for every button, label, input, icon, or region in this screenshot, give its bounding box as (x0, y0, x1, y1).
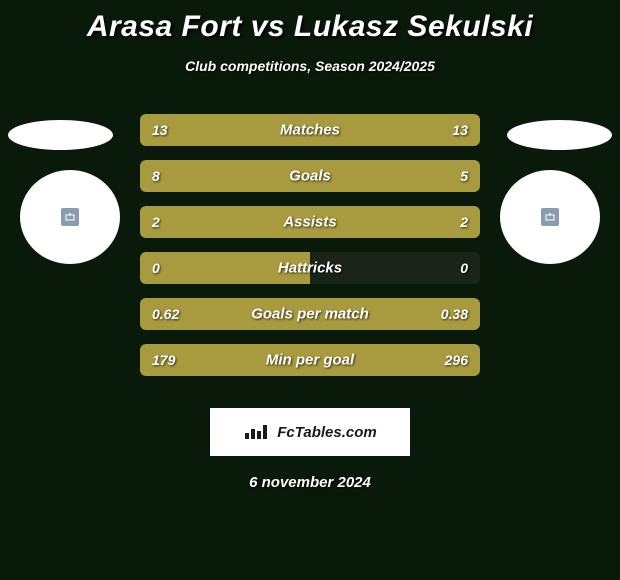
stat-value-left: 8 (152, 168, 160, 184)
placeholder-badge-right (541, 208, 559, 226)
player-left-circle (20, 170, 120, 264)
stat-row: 13 13 Matches (140, 114, 480, 146)
stat-value-left: 0 (152, 260, 160, 276)
stat-bars: 13 13 Matches 8 5 Goals 2 2 Assists 0 0 Hattricks 0.… (140, 114, 480, 390)
stat-label: Hattricks (278, 260, 342, 277)
stat-value-right: 13 (452, 122, 468, 138)
subtitle: Club competitions, Season 2024/2025 (0, 58, 620, 74)
chart-icon (243, 423, 271, 441)
stat-row: 0.62 0.38 Goals per match (140, 298, 480, 330)
placeholder-badge-left (61, 208, 79, 226)
stat-label: Goals (289, 168, 331, 185)
stat-row: 0 0 Hattricks (140, 252, 480, 284)
player-right-oval (507, 120, 612, 150)
stat-value-left: 2 (152, 214, 160, 230)
stat-row: 2 2 Assists (140, 206, 480, 238)
stat-label: Min per goal (266, 352, 354, 369)
logo-text: FcTables.com (277, 424, 376, 441)
stat-value-right: 296 (445, 352, 468, 368)
stat-value-left: 0.62 (152, 306, 179, 322)
player-right-circle (500, 170, 600, 264)
stat-value-right: 0.38 (441, 306, 468, 322)
stat-value-right: 5 (460, 168, 468, 184)
stat-row: 8 5 Goals (140, 160, 480, 192)
page-title: Arasa Fort vs Lukasz Sekulski (0, 0, 620, 44)
stat-value-right: 0 (460, 260, 468, 276)
stat-label: Goals per match (251, 306, 369, 323)
stat-label: Assists (283, 214, 336, 231)
site-logo: FcTables.com (210, 408, 410, 456)
date-label: 6 november 2024 (0, 474, 620, 491)
stat-value-left: 13 (152, 122, 168, 138)
stat-value-left: 179 (152, 352, 175, 368)
comparison-area: 13 13 Matches 8 5 Goals 2 2 Assists 0 0 Hattricks 0.… (0, 114, 620, 394)
player-left-oval (8, 120, 113, 150)
stat-row: 179 296 Min per goal (140, 344, 480, 376)
stat-label: Matches (280, 122, 340, 139)
stat-value-right: 2 (460, 214, 468, 230)
